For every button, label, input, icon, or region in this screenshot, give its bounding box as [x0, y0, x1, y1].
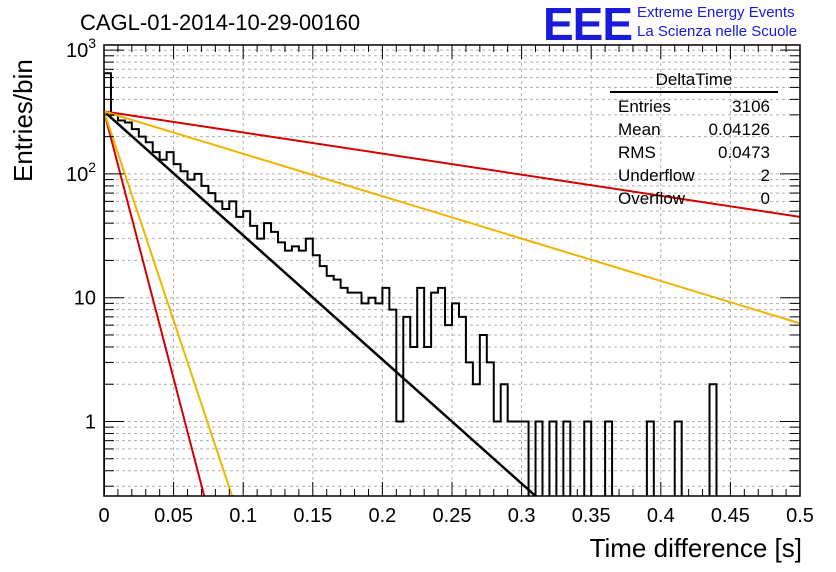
x-tick-label: 0.1	[229, 505, 257, 527]
stats-row: Entries 3106	[610, 95, 778, 118]
stats-label: Mean	[618, 120, 661, 139]
stats-value: 2	[760, 166, 770, 185]
x-tick-label: 0.45	[711, 505, 750, 527]
chart-title: CAGL-01-2014-10-29-00160	[80, 10, 361, 35]
x-tick-label: 0.25	[433, 505, 472, 527]
stats-value: 3106	[732, 97, 770, 116]
x-tick-label: 0.05	[154, 505, 193, 527]
stats-label: RMS	[618, 143, 656, 162]
stats-row: Underflow 2	[610, 164, 778, 187]
histogram-outline	[104, 72, 718, 496]
y-tick-label: 1	[85, 411, 96, 433]
stats-value: 0	[760, 189, 770, 208]
eee-logo: EEE	[543, 0, 633, 50]
stats-box: DeltaTime Entries 3106 Mean 0.04126 RMS …	[610, 70, 778, 210]
fit-line	[104, 111, 206, 496]
x-tick-label: 0.15	[293, 505, 332, 527]
x-tick-label: 0.3	[508, 505, 536, 527]
logo-line-1: Extreme Energy Events	[637, 4, 795, 21]
stats-row: RMS 0.0473	[610, 141, 778, 164]
fit-line	[104, 110, 537, 496]
x-tick-label: 0	[98, 505, 109, 527]
x-tick-label: 0.4	[647, 505, 675, 527]
stats-label: Underflow	[618, 166, 695, 185]
y-axis-label: Entries/bin	[8, 59, 38, 182]
stats-row: Mean 0.04126	[610, 118, 778, 141]
x-axis-label: Time difference [s]	[589, 533, 802, 563]
fit-line	[104, 111, 234, 496]
stats-label: Entries	[618, 97, 671, 116]
stats-value: 0.04126	[708, 120, 770, 139]
fit-line	[104, 110, 800, 325]
x-tick-label: 0.2	[368, 505, 396, 527]
y-tick-label: 10	[74, 288, 96, 310]
stats-label: Overflow	[618, 189, 686, 208]
y-tick-label: 102	[66, 159, 96, 186]
x-tick-label: 0.35	[572, 505, 611, 527]
stats-value: 0.0473	[718, 143, 770, 162]
y-tick-label: 103	[66, 35, 96, 62]
stats-title: DeltaTime	[610, 70, 778, 93]
x-tick-label: 0.5	[786, 505, 814, 527]
fit-line	[104, 110, 800, 218]
logo-line-2: La Scienza nelle Scuole	[637, 23, 798, 40]
stats-row: Overflow 0	[610, 187, 778, 210]
